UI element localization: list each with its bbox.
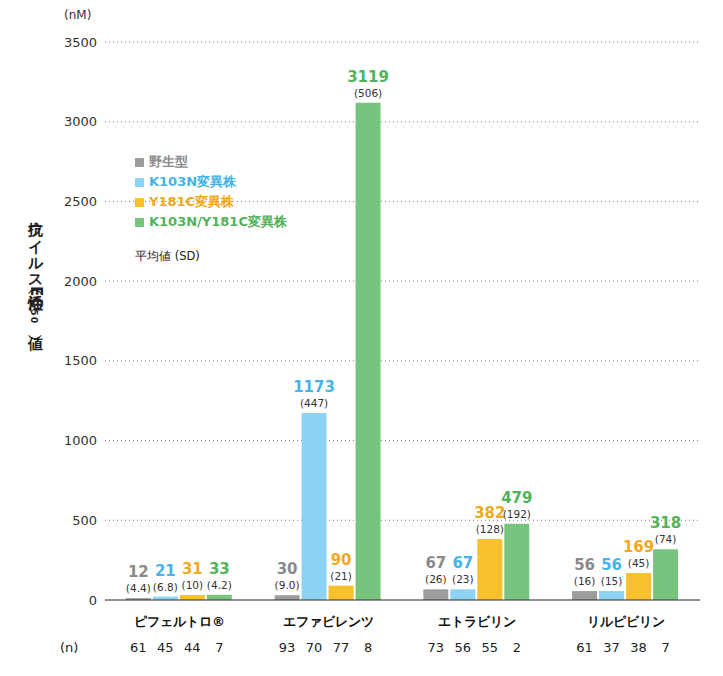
svg-text:382: 382	[474, 504, 505, 522]
svg-text:56: 56	[601, 556, 622, 574]
svg-text:1500: 1500	[64, 353, 97, 368]
svg-text:(10): (10)	[182, 579, 204, 591]
svg-text:3000: 3000	[64, 114, 97, 129]
svg-text:61: 61	[130, 640, 147, 655]
svg-text:(4.2): (4.2)	[207, 579, 232, 591]
svg-text:37: 37	[603, 640, 620, 655]
svg-text:12: 12	[128, 563, 149, 581]
svg-text:2: 2	[513, 640, 521, 655]
svg-text:70: 70	[306, 640, 323, 655]
svg-text:(21): (21)	[330, 570, 352, 582]
svg-text:56: 56	[574, 556, 595, 574]
svg-text:44: 44	[184, 640, 201, 655]
svg-text:(9.0): (9.0)	[275, 579, 300, 591]
svg-text:169: 169	[623, 538, 654, 556]
html-text:平均値 (SD): 平均値 (SD)	[135, 249, 200, 263]
svg-text:30: 30	[277, 560, 298, 578]
svg-text:33: 33	[209, 560, 230, 578]
html-text:(n): (n)	[60, 640, 79, 655]
svg-text:(447): (447)	[300, 397, 328, 409]
svg-text:73: 73	[428, 640, 445, 655]
svg-text:(45): (45)	[628, 557, 650, 569]
html-text:K103N変異株: K103N変異株	[149, 174, 237, 189]
svg-text:7: 7	[215, 640, 223, 655]
svg-text:(26): (26)	[425, 573, 447, 585]
html-text:(nM): (nM)	[64, 8, 92, 22]
svg-text:(4.4): (4.4)	[126, 582, 151, 594]
svg-text:3500: 3500	[64, 35, 97, 50]
svg-text:1000: 1000	[64, 433, 97, 448]
svg-text:0: 0	[89, 593, 97, 608]
svg-text:(74): (74)	[655, 533, 677, 545]
svg-text:67: 67	[425, 554, 446, 572]
svg-text:56: 56	[455, 640, 472, 655]
svg-text:77: 77	[333, 640, 350, 655]
svg-text:7: 7	[661, 640, 669, 655]
svg-text:3119: 3119	[347, 68, 389, 86]
svg-text:67: 67	[452, 554, 473, 572]
svg-text:2000: 2000	[64, 274, 97, 289]
svg-text:55: 55	[482, 640, 499, 655]
svg-text:93: 93	[279, 640, 296, 655]
svg-text:(192): (192)	[503, 508, 531, 520]
svg-text:(23): (23)	[452, 573, 474, 585]
svg-text:1173: 1173	[293, 378, 335, 396]
svg-text:318: 318	[650, 514, 681, 532]
svg-text:38: 38	[630, 640, 647, 655]
svg-text:479: 479	[501, 489, 532, 507]
svg-text:8: 8	[364, 640, 372, 655]
svg-text:(15): (15)	[601, 575, 623, 587]
svg-text:2500: 2500	[64, 194, 97, 209]
html-text:K103N/Y181C変異株: K103N/Y181C変異株	[149, 214, 287, 229]
svg-text:500: 500	[72, 513, 97, 528]
svg-text:21: 21	[155, 562, 176, 580]
svg-text:(6.8): (6.8)	[153, 581, 178, 593]
svg-text:(506): (506)	[354, 87, 382, 99]
html-text:抗ウイルス活性（EC₅₀値）: 抗ウイルス活性（EC₅₀値）	[27, 210, 45, 327]
html-text:Y181C変異株: Y181C変異株	[149, 194, 235, 209]
svg-text:エファビレンツ: エファビレンツ	[283, 614, 374, 629]
svg-text:90: 90	[331, 551, 352, 569]
svg-text:(16): (16)	[574, 575, 596, 587]
svg-text:(128): (128)	[476, 523, 504, 535]
svg-text:45: 45	[157, 640, 174, 655]
svg-text:31: 31	[182, 560, 203, 578]
svg-text:61: 61	[576, 640, 593, 655]
html-text:野生型: 野生型	[149, 154, 188, 169]
svg-text:リルピビリン: リルピビリン	[587, 614, 665, 629]
svg-text:ピフェルトロ®: ピフェルトロ®	[134, 614, 225, 629]
svg-text:エトラビリン: エトラビリン	[438, 614, 516, 629]
